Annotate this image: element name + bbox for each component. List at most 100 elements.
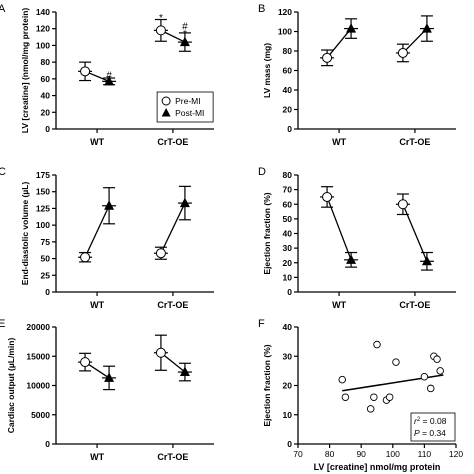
y-tick-label: 50 <box>283 214 293 224</box>
y-tick-label: 20 <box>283 258 293 268</box>
y-tick-label: 60 <box>41 74 51 84</box>
y-tick-label: 120 <box>278 7 292 17</box>
pre-mi-point <box>80 66 91 77</box>
y-tick-label: 50 <box>41 254 51 264</box>
x-tick-label: CrT-OE <box>399 137 430 147</box>
y-tick-label: 20 <box>41 107 51 117</box>
y-tick-label: 70 <box>283 185 293 195</box>
scatter-point <box>436 367 444 375</box>
y-tick-label: 40 <box>283 85 293 95</box>
x-axis-label: LV [creatine] nmol/mg protein <box>314 462 441 472</box>
x-tick-label: 70 <box>293 449 303 459</box>
post-mi-point <box>104 372 115 382</box>
y-tick-label: 25 <box>41 270 51 280</box>
x-tick-label: 120 <box>449 449 463 459</box>
stats-box <box>410 412 456 442</box>
y-tick-label: 150 <box>36 187 50 197</box>
y-tick-label: 60 <box>283 199 293 209</box>
post-mi-point <box>179 36 190 47</box>
legend-post-mi-marker <box>161 108 171 117</box>
p-value-label: P = 0.34 <box>414 428 446 438</box>
pre-mi-point <box>155 25 166 36</box>
y-tick-label: 80 <box>283 46 293 56</box>
pre-mi-point <box>80 252 91 263</box>
y-axis-label: LV mass (mg) <box>262 43 272 98</box>
y-axis-label: End-diastolic volume (µL) <box>20 182 30 286</box>
x-tick-label: 100 <box>386 449 400 459</box>
y-tick-label: 80 <box>41 57 51 67</box>
x-tick-label: 110 <box>418 449 432 459</box>
y-tick-label: 20000 <box>26 322 50 332</box>
r-squared-label: r2 = 0.08 <box>414 416 447 426</box>
x-tick-label: CrT-OE <box>157 300 188 310</box>
significance-mark: * <box>159 13 163 24</box>
panel-c: C 0 25 50 75 100 125 150 175 End-diastolic volume… <box>0 166 214 310</box>
post-mi-point <box>421 255 432 266</box>
x-tick-label: 90 <box>356 449 366 459</box>
y-tick-label: 30 <box>283 351 293 361</box>
panel-letter: C <box>0 166 6 178</box>
y-tick-label: 40 <box>283 229 293 239</box>
post-mi-point <box>179 197 190 208</box>
legend-label: Post-MI <box>175 108 204 118</box>
x-tick-label: WT <box>332 300 346 310</box>
y-axis-label: Ejection fraction (%) <box>262 344 272 426</box>
y-tick-label: 10 <box>283 272 293 282</box>
connector-line <box>326 28 352 59</box>
y-tick-label: 40 <box>41 91 51 101</box>
y-tick-label: 60 <box>283 66 293 76</box>
connector-line <box>402 28 428 54</box>
y-tick-label: 0 <box>287 287 292 297</box>
y-tick-label: 30 <box>283 243 293 253</box>
panel-letter: A <box>0 3 6 15</box>
y-tick-label: 20 <box>283 381 293 391</box>
panel-letter: B <box>258 3 265 15</box>
y-tick-label: 0 <box>287 124 292 134</box>
x-tick-label: CrT-OE <box>157 452 188 462</box>
pre-mi-point <box>322 52 333 63</box>
y-tick-label: 15000 <box>26 351 50 361</box>
scatter-point <box>338 375 346 384</box>
y-tick-label: 5000 <box>31 410 50 420</box>
scatter-point <box>370 393 378 401</box>
pre-mi-point <box>322 191 333 202</box>
panel-letter: D <box>258 166 266 178</box>
post-mi-point <box>421 23 432 33</box>
connector-line <box>402 203 428 262</box>
panel-e: E 0 5000 10000 15000 20000 Cardiac output (µL/… <box>0 318 214 462</box>
post-mi-point <box>179 366 190 377</box>
significance-mark: # <box>106 71 112 82</box>
post-mi-point <box>346 23 357 33</box>
scatter-point <box>366 405 375 413</box>
p-symbol: P <box>414 428 420 438</box>
y-axis-label: LV [creatine] (nmol/mg protein) <box>20 8 30 134</box>
pre-mi-point <box>155 347 166 358</box>
y-tick-label: 140 <box>36 7 50 17</box>
panel-letter: E <box>0 318 5 330</box>
y-tick-label: 40 <box>283 322 293 332</box>
scatter-point <box>385 393 394 401</box>
pre-mi-point <box>80 357 91 368</box>
y-tick-label: 0 <box>45 124 50 134</box>
x-tick-label: WT <box>90 137 104 147</box>
significance-mark: # <box>182 21 188 32</box>
post-mi-point <box>104 75 115 86</box>
scatter-point <box>426 384 435 393</box>
scatter-point <box>341 393 350 401</box>
x-tick-label: CrT-OE <box>157 137 188 147</box>
x-tick-label: 80 <box>325 449 335 459</box>
y-tick-label: 10000 <box>26 381 50 391</box>
r-superscript: 2 <box>417 417 421 423</box>
r-symbol: r <box>414 416 418 426</box>
y-tick-label: 100 <box>278 27 292 37</box>
pre-mi-point <box>397 199 408 210</box>
panel-letter: F <box>258 318 265 330</box>
scatter-point <box>433 355 441 363</box>
r-squared-value: = 0.08 <box>420 416 447 426</box>
y-tick-label: 100 <box>36 220 50 230</box>
y-tick-label: 100 <box>36 40 50 50</box>
connector-line <box>84 205 110 258</box>
scatter-point <box>392 358 400 366</box>
p-value: = 0.34 <box>420 428 447 438</box>
